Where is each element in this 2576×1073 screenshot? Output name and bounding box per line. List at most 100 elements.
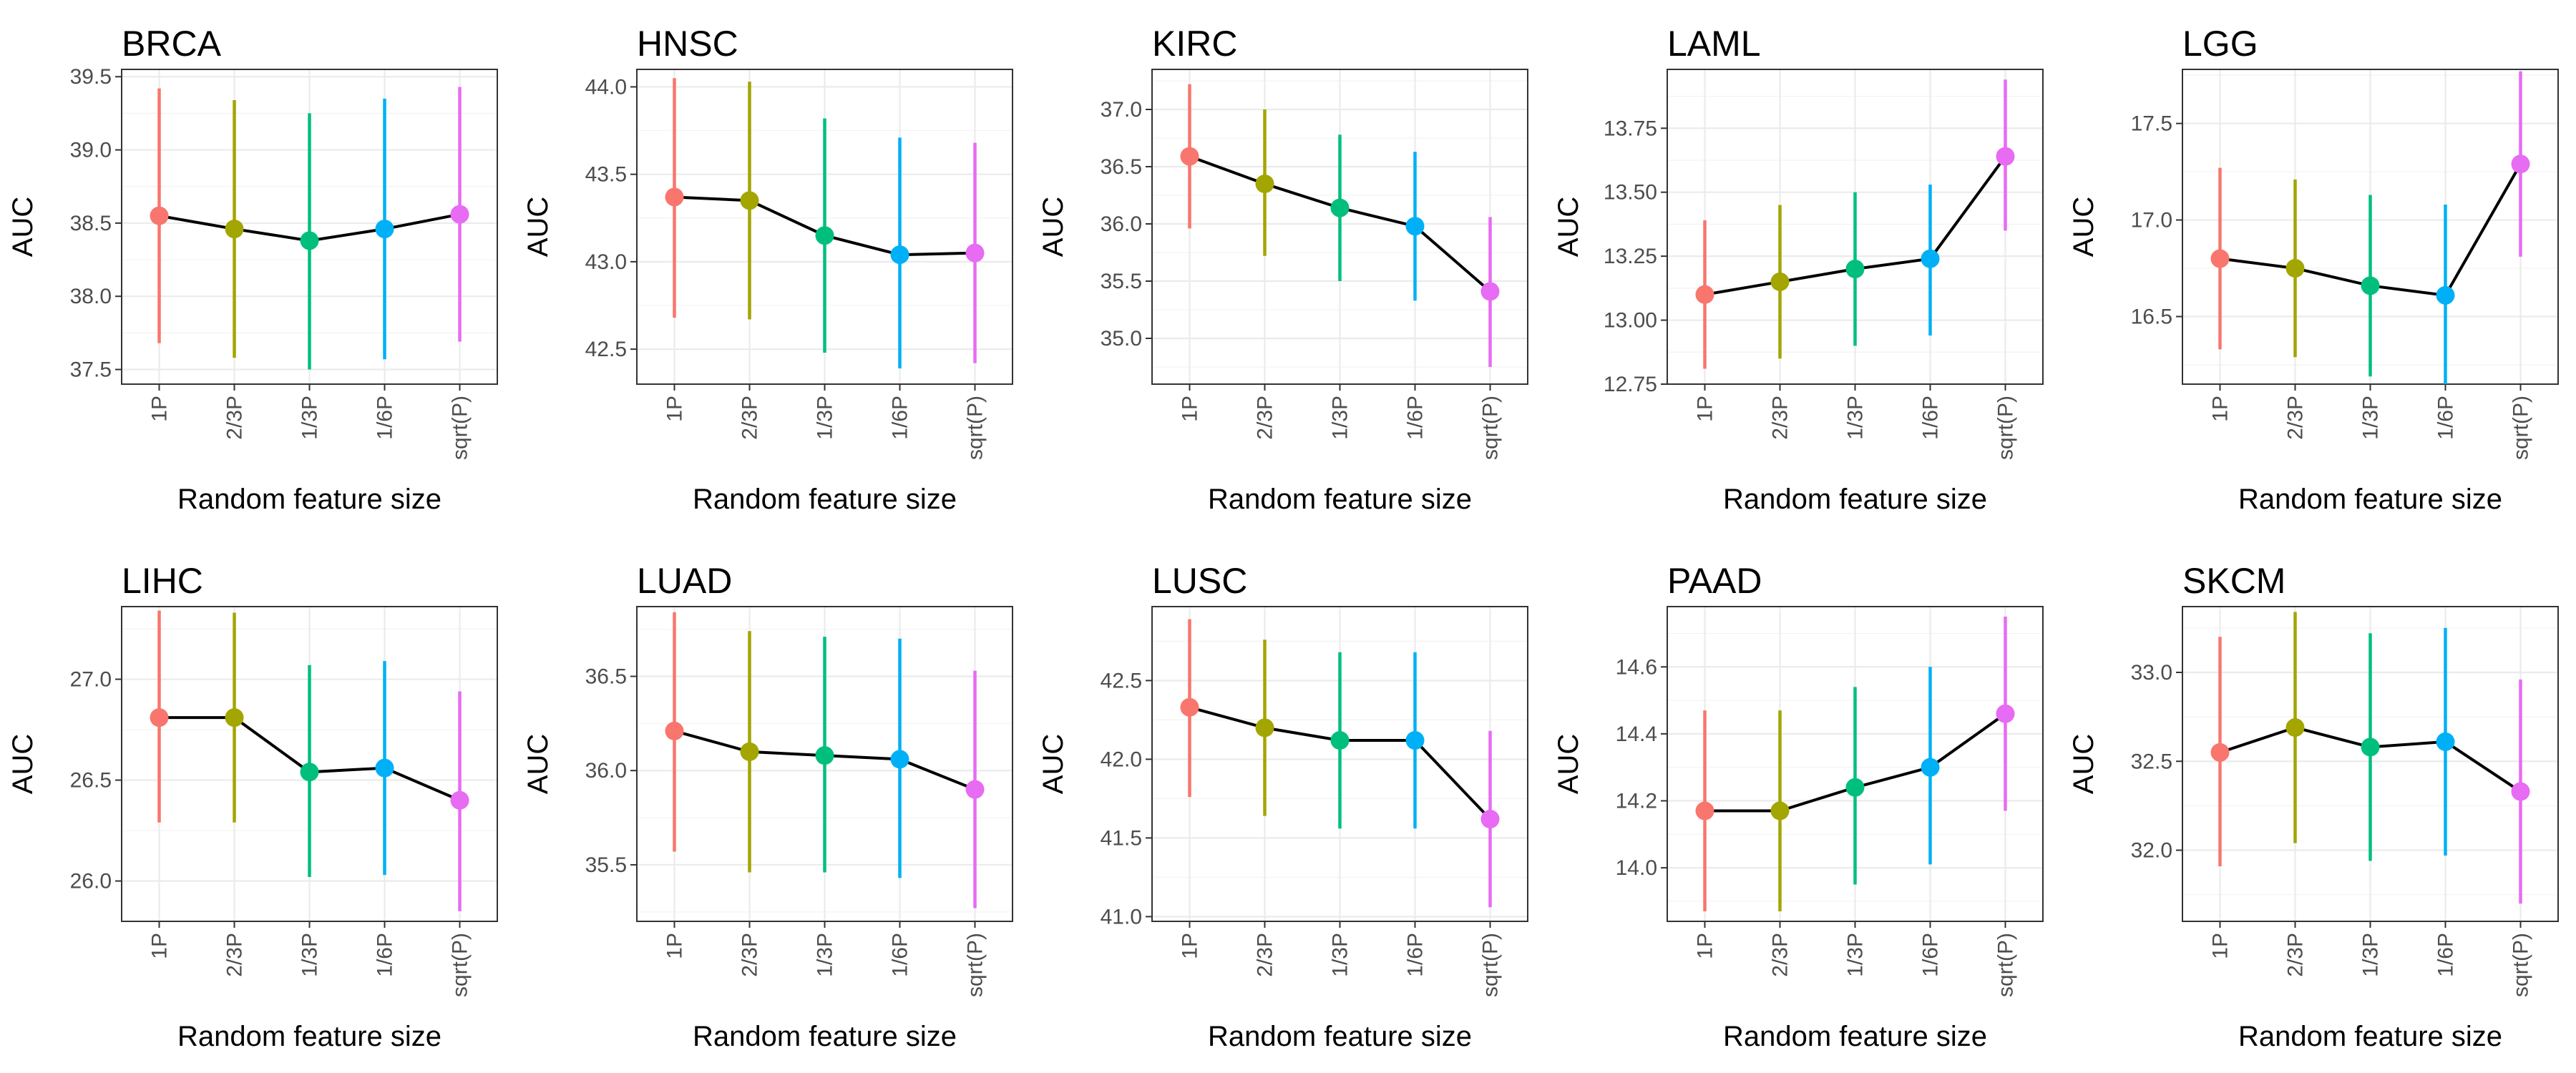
mean-point bbox=[375, 220, 394, 239]
mean-point bbox=[150, 206, 169, 225]
x-tick-label: sqrt(P) bbox=[1479, 933, 1503, 997]
panel-title: LUSC bbox=[1152, 561, 1247, 601]
panel-title: SKCM bbox=[2182, 561, 2285, 601]
y-tick-label: 38.5 bbox=[70, 212, 112, 235]
y-axis-label: AUC bbox=[1553, 734, 1584, 794]
x-tick-label: 2/3P bbox=[223, 933, 247, 977]
mean-point bbox=[300, 763, 319, 782]
y-axis-label: AUC bbox=[1038, 197, 1069, 257]
mean-point bbox=[1480, 282, 1500, 301]
x-axis-label: Random feature size bbox=[693, 1021, 957, 1052]
mean-point bbox=[1996, 147, 2015, 166]
panel-lusc: 41.0 41.5 42.0 42.5 1P 2/3P 1/3P 1/6P sqrt(P) LUS… bbox=[1038, 561, 1528, 1052]
y-tick-label: 13.50 bbox=[1604, 181, 1657, 205]
x-tick-label: 1P bbox=[1694, 396, 1717, 422]
x-tick-label: 1P bbox=[663, 396, 687, 422]
x-tick-label: 1/3P bbox=[298, 396, 322, 440]
x-tick-label: 2/3P bbox=[223, 396, 247, 440]
x-tick-label: 1/6P bbox=[2434, 933, 2458, 977]
y-tick-label: 37.5 bbox=[70, 358, 112, 382]
y-tick-label: 12.75 bbox=[1604, 373, 1657, 396]
x-tick-label: 1/6P bbox=[374, 396, 397, 440]
y-axis-label: AUC bbox=[7, 734, 39, 794]
mean-point bbox=[1180, 147, 1199, 166]
x-tick-label: sqrt(P) bbox=[449, 933, 472, 997]
panel-luad: 35.5 36.0 36.5 1P 2/3P 1/3P 1/6P sqrt(P) LUAD AUC… bbox=[522, 561, 1013, 1052]
x-tick-label: sqrt(P) bbox=[2509, 933, 2533, 997]
x-tick-label: 1/3P bbox=[814, 396, 837, 440]
x-tick-label: 1/6P bbox=[1919, 933, 1943, 977]
y-tick-label: 13.25 bbox=[1604, 245, 1657, 268]
mean-point bbox=[1330, 198, 1350, 217]
y-tick-label: 38.0 bbox=[70, 285, 112, 308]
mean-point bbox=[665, 187, 684, 207]
y-tick-label: 35.0 bbox=[1101, 327, 1142, 351]
mean-point bbox=[740, 742, 759, 761]
y-tick-label: 37.0 bbox=[1101, 98, 1142, 122]
mean-point bbox=[965, 780, 985, 799]
x-tick-label: sqrt(P) bbox=[964, 933, 987, 997]
mean-point bbox=[375, 758, 394, 778]
mean-point bbox=[450, 205, 469, 224]
mean-point bbox=[300, 231, 319, 250]
mean-point bbox=[1255, 175, 1274, 193]
x-axis-label: Random feature size bbox=[1723, 1021, 1987, 1052]
x-axis-label: Random feature size bbox=[1208, 484, 1472, 515]
panel-lgg: 16.5 17.0 17.5 1P 2/3P 1/3P 1/6P sqrt(P) LGG AUC R… bbox=[2068, 24, 2559, 515]
mean-point bbox=[890, 750, 909, 769]
y-tick-label: 42.0 bbox=[1101, 748, 1142, 771]
x-tick-label: sqrt(P) bbox=[449, 396, 472, 460]
y-axis-label: AUC bbox=[1038, 734, 1069, 794]
y-tick-label: 26.0 bbox=[70, 870, 112, 893]
mean-point bbox=[2361, 276, 2380, 295]
panel-brca: 37.5 38.0 38.5 39.0 39.5 1P 2/3P 1/3P 1/6P sqrt(P… bbox=[7, 24, 498, 515]
x-tick-label: 1P bbox=[2209, 396, 2233, 422]
x-tick-label: 1P bbox=[2209, 933, 2233, 959]
mean-point bbox=[2511, 782, 2530, 801]
mean-point bbox=[1770, 272, 1790, 291]
y-tick-label: 32.5 bbox=[2131, 750, 2172, 773]
mean-point bbox=[1996, 704, 2015, 723]
x-tick-label: 1P bbox=[148, 933, 172, 959]
x-tick-label: 1/3P bbox=[1844, 933, 1868, 977]
panel-title: HNSC bbox=[637, 24, 738, 64]
x-tick-label: 1/6P bbox=[889, 396, 912, 440]
y-tick-label: 35.5 bbox=[585, 853, 627, 877]
y-tick-label: 17.5 bbox=[2131, 112, 2172, 136]
x-tick-label: 1/3P bbox=[814, 933, 837, 977]
x-axis-label: Random feature size bbox=[693, 484, 957, 515]
y-tick-label: 35.5 bbox=[1101, 270, 1142, 293]
y-tick-label: 44.0 bbox=[585, 75, 627, 99]
mean-point bbox=[1480, 810, 1500, 828]
y-tick-label: 43.5 bbox=[585, 163, 627, 187]
y-tick-label: 13.75 bbox=[1604, 117, 1657, 140]
mean-point bbox=[450, 790, 469, 810]
x-tick-label: 2/3P bbox=[1769, 396, 1792, 440]
panel-hnsc: 42.5 43.0 43.5 44.0 1P 2/3P 1/3P 1/6P sqrt(P) HNS… bbox=[522, 24, 1013, 515]
x-tick-label: 1P bbox=[1694, 933, 1717, 959]
y-tick-label: 42.5 bbox=[585, 338, 627, 361]
x-tick-label: 1/6P bbox=[374, 933, 397, 977]
x-tick-label: sqrt(P) bbox=[1994, 396, 2018, 460]
panel-skcm: 32.0 32.5 33.0 1P 2/3P 1/3P 1/6P sqrt(P) SKCM AUC… bbox=[2068, 561, 2559, 1052]
y-tick-label: 42.5 bbox=[1101, 669, 1142, 692]
mean-point bbox=[965, 243, 985, 263]
y-tick-label: 32.0 bbox=[2131, 839, 2172, 863]
x-tick-label: 1/3P bbox=[1329, 396, 1352, 440]
y-axis-label: AUC bbox=[1553, 197, 1584, 257]
mean-point bbox=[150, 708, 169, 727]
x-tick-label: 1/3P bbox=[2359, 396, 2383, 440]
y-axis-label: AUC bbox=[2068, 734, 2099, 794]
x-tick-label: 1/3P bbox=[298, 933, 322, 977]
x-tick-label: 1/3P bbox=[1844, 396, 1868, 440]
mean-point bbox=[1330, 731, 1350, 750]
panel-title: LGG bbox=[2182, 24, 2258, 64]
y-tick-label: 16.5 bbox=[2131, 305, 2172, 329]
y-tick-label: 43.0 bbox=[585, 250, 627, 274]
mean-point bbox=[890, 245, 909, 265]
y-axis-label: AUC bbox=[522, 734, 554, 794]
mean-point bbox=[1845, 778, 1865, 797]
x-tick-label: sqrt(P) bbox=[964, 396, 987, 460]
panel-laml: 12.75 13.00 13.25 13.50 13.75 1P 2/3P 1/3P 1/6P s… bbox=[1553, 24, 2044, 515]
panel-title: LAML bbox=[1667, 24, 1761, 64]
